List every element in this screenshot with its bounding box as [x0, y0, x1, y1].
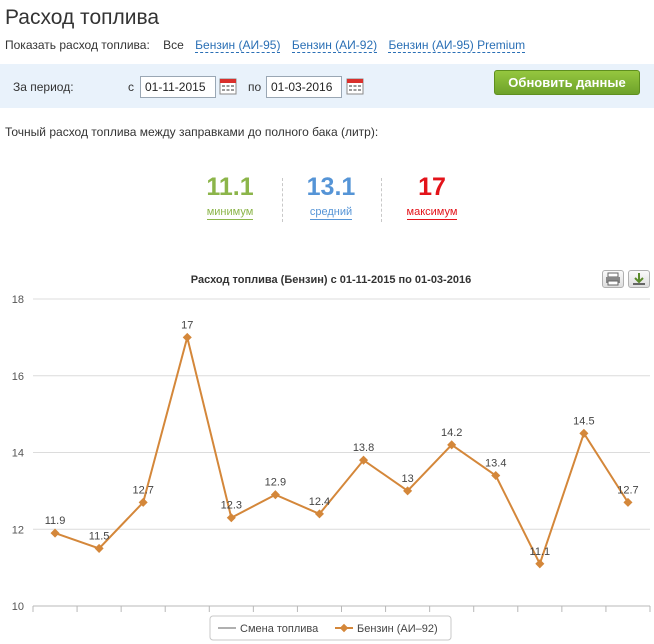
period-label: За период: [13, 80, 74, 94]
refresh-data-button[interactable]: Обновить данные [494, 70, 640, 95]
print-icon [606, 272, 620, 286]
y-tick-label: 10 [12, 601, 24, 613]
filter-ai95[interactable]: Бензин (АИ-95) [195, 38, 281, 53]
data-label: 12.7 [617, 484, 638, 496]
data-point[interactable] [403, 486, 413, 496]
chart-grid [33, 298, 650, 607]
data-label: 13.4 [485, 458, 506, 470]
stat-divider [282, 178, 283, 222]
to-label: по [248, 80, 262, 94]
data-label: 12.9 [265, 477, 286, 489]
consumption-subtitle: Точный расход топлива между заправками д… [5, 125, 379, 139]
fuel-consumption-chart: Расход топлива (Бензин) с 01-11-2015 по … [12, 274, 651, 641]
page-title: Расход топлива [5, 6, 160, 29]
stat-minimum-value: 11.1 [206, 173, 254, 201]
print-chart-button[interactable] [602, 270, 624, 288]
y-tick-label: 18 [12, 294, 24, 306]
data-label: 13 [401, 473, 413, 485]
series-line-ai92 [54, 337, 629, 567]
calendar-icon[interactable] [219, 77, 237, 95]
data-point[interactable] [138, 497, 148, 507]
y-tick-label: 16 [12, 371, 24, 383]
chart-title: Расход топлива (Бензин) с 01-11-2015 по … [191, 274, 471, 286]
y-tick-label: 12 [12, 524, 24, 536]
calendar-icon[interactable] [346, 77, 364, 95]
data-label: 11.5 [89, 530, 110, 542]
data-point[interactable] [314, 509, 324, 519]
y-tick-label: 14 [12, 448, 24, 460]
stat-average: 13.1 средний [283, 172, 379, 220]
stat-maximum-label[interactable]: максимум [406, 206, 458, 220]
data-point[interactable] [491, 470, 501, 481]
filter-all[interactable]: Все [163, 38, 184, 52]
data-point[interactable] [270, 490, 280, 500]
legend-marker-ai92-diamond [339, 623, 349, 633]
stat-divider [381, 178, 382, 222]
data-point[interactable] [535, 559, 545, 569]
legend-box [209, 615, 452, 641]
data-label: 12.4 [309, 496, 330, 508]
data-label: 14.2 [441, 427, 462, 439]
filter-ai92[interactable]: Бензин (АИ-92) [291, 38, 378, 53]
fuel-filter: Показать расход топлива: Все Бензин (АИ-… [5, 38, 533, 53]
data-label: 14.5 [573, 415, 594, 427]
download-chart-button[interactable] [628, 270, 650, 288]
fuel-filter-label: Показать расход топлива: [5, 38, 150, 52]
data-label: 11.1 [530, 546, 551, 558]
chart-series: 11.9 11.5 12.7 17 12.3 12.9 12.4 13.8 13 14.2 13.4… [45, 319, 639, 569]
date-from-input[interactable] [140, 76, 216, 98]
from-label: с [128, 80, 134, 94]
stat-average-value: 13.1 [306, 173, 356, 201]
chart-axis: 10 12 14 16 18 [12, 294, 651, 613]
filter-ai95-premium[interactable]: Бензин (АИ-95) Premium [388, 38, 526, 53]
legend-label-fuel-change[interactable]: Смена топлива [240, 623, 319, 635]
data-label: 12.7 [132, 484, 153, 496]
data-label: 11.9 [45, 515, 66, 527]
data-label: 17 [181, 319, 193, 331]
chart-legend[interactable]: Смена топлива Бензин (АИ–92) [209, 615, 452, 641]
data-label: 12.3 [221, 500, 242, 512]
data-point[interactable] [50, 528, 60, 538]
data-point[interactable] [182, 332, 192, 342]
stat-maximum: 17 максимум [384, 172, 480, 220]
legend-label-ai92[interactable]: Бензин (АИ–92) [357, 623, 438, 635]
stat-average-label[interactable]: средний [309, 206, 353, 220]
data-point[interactable] [226, 513, 236, 523]
stat-minimum-label[interactable]: минимум [206, 206, 254, 220]
stat-minimum: 11.1 минимум [182, 172, 278, 220]
stat-maximum-value: 17 [418, 173, 446, 201]
data-label: 13.8 [353, 442, 374, 454]
date-to-input[interactable] [266, 76, 342, 98]
download-icon [633, 273, 645, 285]
